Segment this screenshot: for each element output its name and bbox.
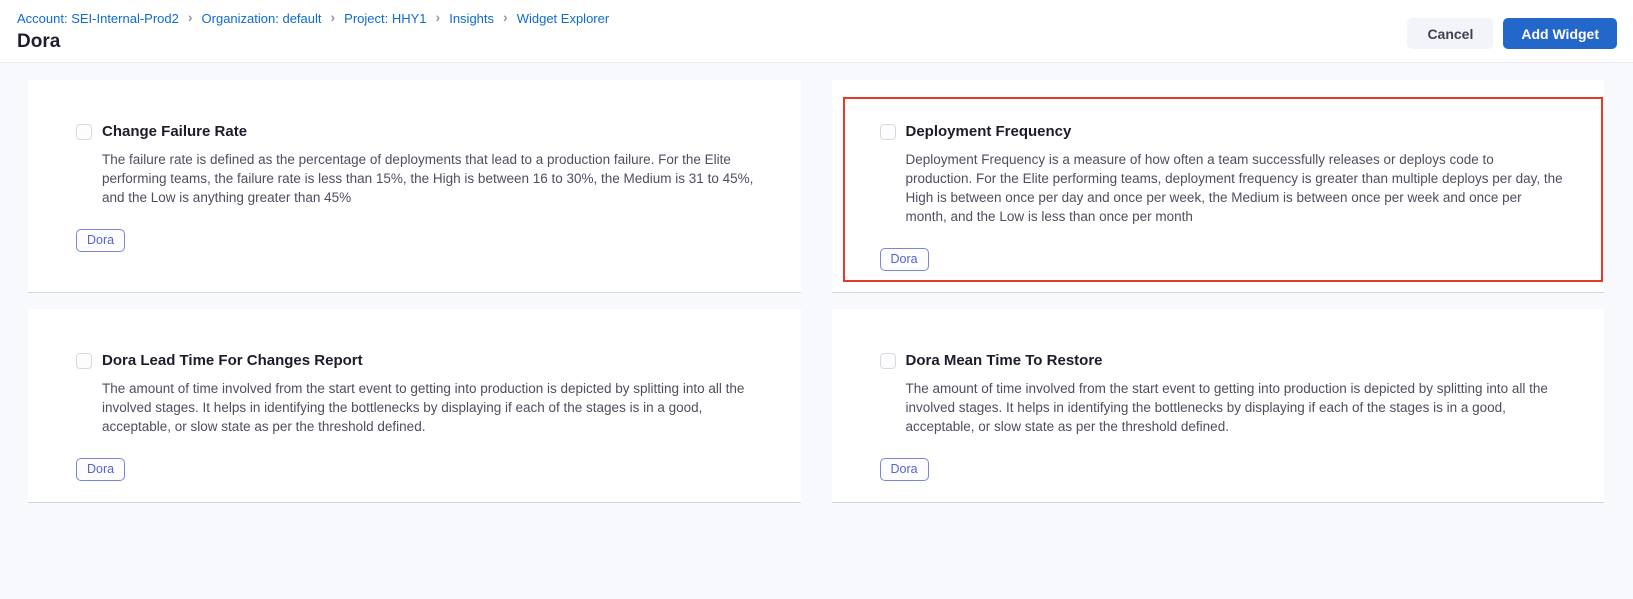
widget-title: Deployment Frequency	[905, 123, 1072, 140]
breadcrumb-separator-icon: ›	[187, 9, 193, 25]
breadcrumb: Account: SEI-Internal-Prod2 › Organization…	[17, 0, 610, 27]
page-title: Dora	[17, 31, 61, 52]
widget-card: Dora Lead Time For Changes Report The am…	[28, 309, 801, 503]
widget-card: Change Failure Rate The failure rate is …	[28, 80, 801, 293]
breadcrumb-separator-icon: ›	[330, 9, 336, 25]
header-actions: Cancel Add Widget	[1407, 0, 1617, 49]
widget-checkbox[interactable]	[879, 352, 896, 369]
widget-description: The amount of time involved from the sta…	[905, 381, 1548, 434]
breadcrumb-item[interactable]: Project: HHY1	[344, 11, 427, 26]
dora-tag[interactable]: Dora	[879, 458, 929, 481]
dora-tag[interactable]: Dora	[879, 248, 929, 271]
widget-description: Deployment Frequency is a measure of how…	[905, 152, 1563, 224]
breadcrumb-item[interactable]: Organization: default	[201, 11, 322, 26]
dora-tag[interactable]: Dora	[76, 458, 126, 481]
breadcrumb-separator-icon: ›	[503, 9, 508, 25]
widget-checkbox[interactable]	[879, 123, 896, 140]
widget-title: Dora Lead Time For Changes Report	[102, 352, 363, 369]
widget-description: The amount of time involved from the sta…	[102, 381, 745, 434]
add-widget-button[interactable]: Add Widget	[1503, 18, 1617, 49]
widget-card: Dora Mean Time To Restore The amount of …	[831, 309, 1604, 503]
widget-card-header: Deployment Frequency	[879, 123, 1565, 140]
widget-title: Dora Mean Time To Restore	[905, 352, 1103, 369]
dora-tag[interactable]: Dora	[76, 229, 126, 252]
breadcrumb-separator-icon: ›	[435, 9, 441, 25]
page-header: Account: SEI-Internal-Prod2 › Organization…	[0, 0, 1633, 63]
widget-card-header: Dora Lead Time For Changes Report	[76, 352, 761, 369]
widget-checkbox[interactable]	[76, 123, 92, 140]
breadcrumb-item[interactable]: Widget Explorer	[516, 11, 610, 26]
breadcrumb-item[interactable]: Insights	[449, 11, 495, 26]
widget-grid: Change Failure Rate The failure rate is …	[28, 80, 1604, 503]
widget-title: Change Failure Rate	[102, 123, 248, 140]
widget-description: The failure rate is defined as the perce…	[102, 152, 754, 205]
widget-checkbox[interactable]	[76, 352, 92, 369]
widget-card-header: Dora Mean Time To Restore	[879, 352, 1565, 369]
header-left: Account: SEI-Internal-Prod2 › Organization…	[17, 0, 609, 53]
widget-card-header: Change Failure Rate	[76, 123, 761, 140]
widget-card: Deployment Frequency Deployment Frequenc…	[831, 80, 1604, 293]
cancel-button[interactable]: Cancel	[1407, 18, 1494, 49]
breadcrumb-item[interactable]: Account: SEI-Internal-Prod2	[17, 11, 179, 26]
